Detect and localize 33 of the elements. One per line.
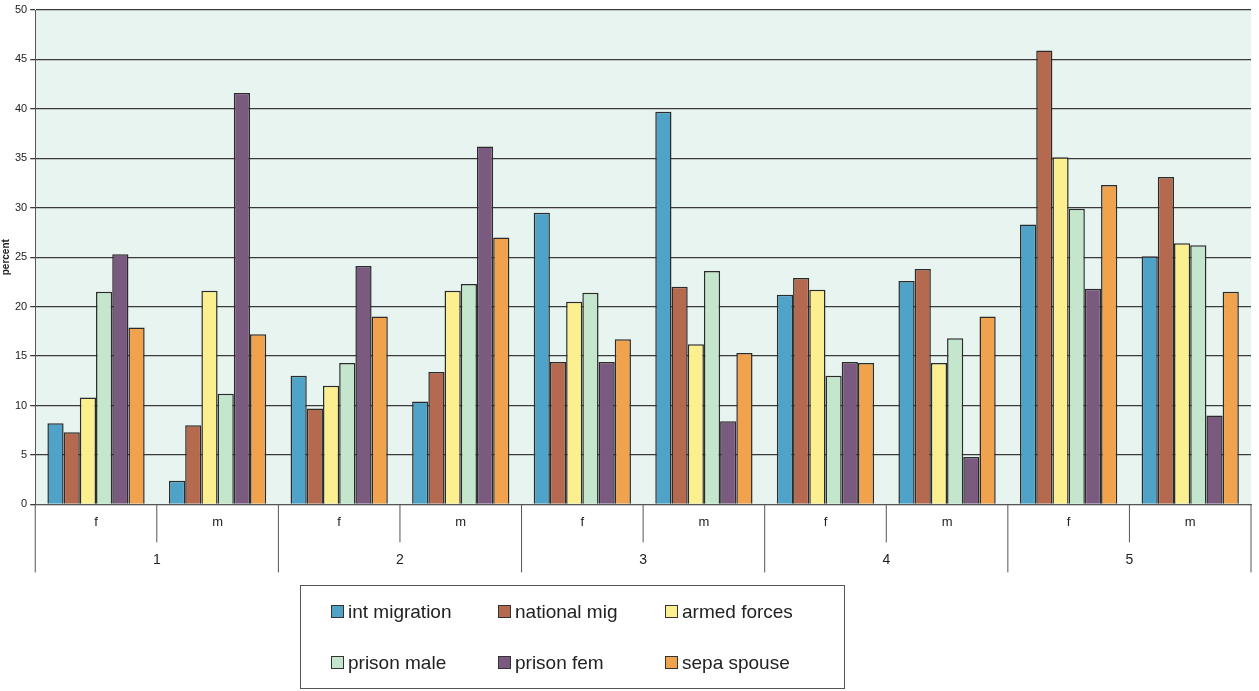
- x-tick-label: m: [1184, 513, 1196, 529]
- y-tick-label: 25: [14, 250, 28, 263]
- y-tick-label: 10: [14, 398, 28, 411]
- text: 2: [396, 551, 405, 568]
- text: 5: [1125, 551, 1134, 568]
- legend-label: armed forces: [682, 600, 793, 623]
- legend-label: national mig: [515, 600, 618, 623]
- legend-label: int migration: [348, 600, 452, 623]
- legend-label: prison fem: [515, 651, 604, 674]
- x-tick-label: f: [823, 513, 828, 529]
- x-tick-label: m: [212, 513, 224, 529]
- x-tick-label: m: [455, 513, 467, 529]
- x-tick-label: m: [941, 513, 953, 529]
- text: 4: [882, 551, 891, 568]
- y-tick-label: 0: [21, 497, 28, 510]
- y-tick-label: 30: [14, 200, 28, 213]
- x-tick-label: f: [337, 513, 342, 529]
- text: 3: [639, 551, 648, 568]
- y-axis-title: percent: [0, 238, 11, 276]
- y-tick-label: 40: [14, 101, 28, 114]
- text: 1: [152, 551, 161, 568]
- x-tick-label: m: [698, 513, 710, 529]
- legend-label: prison male: [348, 651, 447, 674]
- y-tick-label: 15: [14, 349, 28, 362]
- x-tick-label: f: [1066, 513, 1071, 529]
- y-tick-label: 20: [14, 299, 28, 312]
- x-tick-label: f: [580, 513, 585, 529]
- y-tick-label: 50: [14, 3, 28, 16]
- legend-label: sepa spouse: [682, 651, 790, 674]
- y-tick-label: 35: [14, 151, 28, 164]
- y-tick-label: 45: [14, 52, 28, 65]
- x-tick-label: f: [94, 513, 99, 529]
- y-tick-label: 5: [21, 447, 28, 460]
